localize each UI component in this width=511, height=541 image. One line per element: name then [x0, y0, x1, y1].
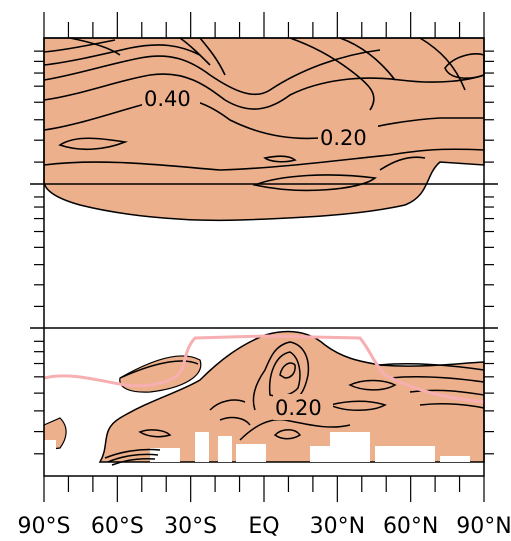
- label-bg-020-upper: [318, 124, 378, 150]
- highlight-line: [43, 334, 485, 404]
- masked-gaps: [44, 432, 470, 462]
- x-tick-labels: 90°S 60°S 30°S EQ 30°N 60°N 90°N: [18, 514, 511, 539]
- x-tick-label: 60°N: [383, 514, 438, 539]
- label-bg-040: [142, 85, 200, 111]
- x-tick-label: 90°S: [18, 514, 71, 539]
- contour-label-040: 0.40: [144, 87, 191, 111]
- lower-shaded-mid-blob: [119, 355, 202, 393]
- label-bg-020-lower: [273, 394, 333, 420]
- x-tick-label: 30°S: [164, 514, 217, 539]
- contour-label-020-lower: 0.20: [275, 396, 322, 420]
- contour-label-020-upper: 0.20: [320, 126, 367, 150]
- x-tick-label: 90°N: [456, 514, 511, 539]
- upper-shaded-region: [43, 37, 485, 222]
- lower-contours: [104, 341, 485, 466]
- x-tick-label: EQ: [248, 514, 279, 539]
- axis-ticks: [34, 12, 494, 502]
- x-tick-label: 60°S: [91, 514, 144, 539]
- x-tick-label: 30°N: [310, 514, 365, 539]
